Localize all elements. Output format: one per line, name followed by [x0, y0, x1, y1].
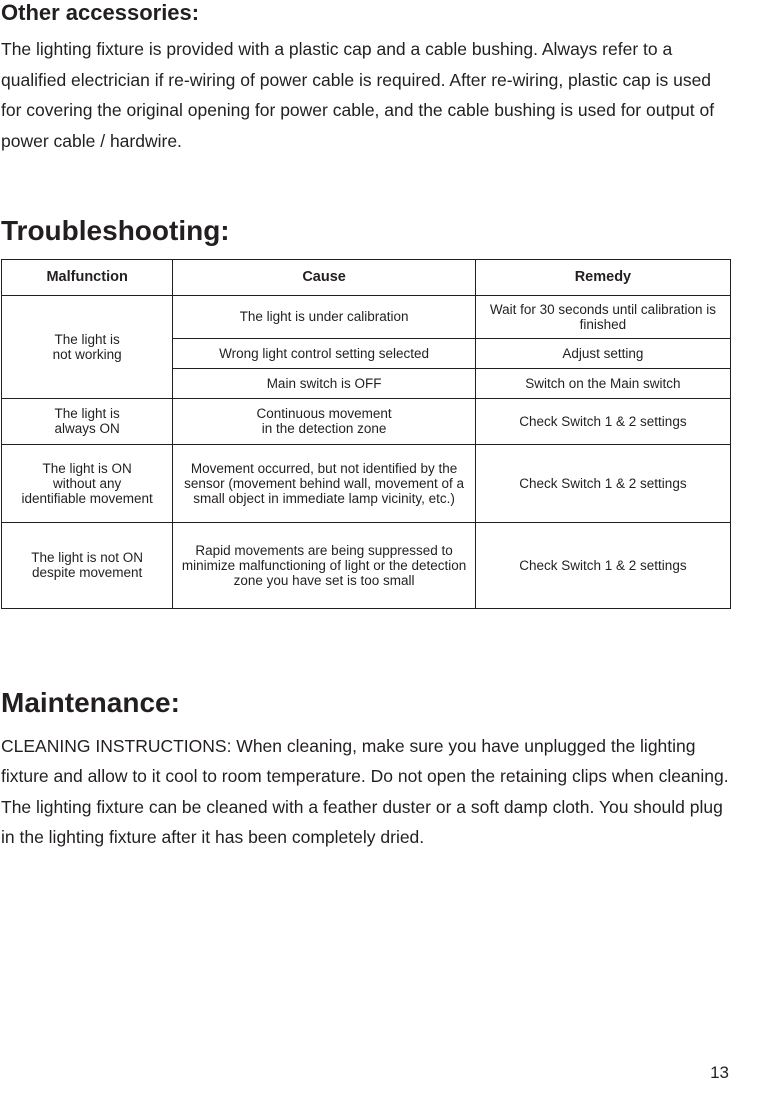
cause-cell: Movement occurred, but not identified by…: [173, 444, 476, 522]
malfunction-cell: The light is ONwithout anyidentifiable m…: [2, 444, 173, 522]
malfunction-cell: The light is not ONdespite movement: [2, 522, 173, 608]
troubleshooting-section: Troubleshooting: Malfunction Cause Remed…: [0, 215, 731, 609]
cause-cell: Continuous movementin the detection zone: [173, 398, 476, 444]
cause-cell: Wrong light control setting selected: [173, 338, 476, 368]
table-row: The light is not ONdespite movement Rapi…: [2, 522, 731, 608]
remedy-cell: Wait for 30 seconds until calibration is…: [475, 295, 730, 338]
cause-cell: Rapid movements are being suppressed to …: [173, 522, 476, 608]
accessories-heading: Other accessories:: [1, 0, 731, 26]
table-row: The light isnot working The light is und…: [2, 295, 731, 338]
remedy-cell: Check Switch 1 & 2 settings: [475, 522, 730, 608]
remedy-cell: Adjust setting: [475, 338, 730, 368]
troubleshooting-heading: Troubleshooting:: [1, 215, 731, 247]
cause-cell: The light is under calibration: [173, 295, 476, 338]
remedy-cell: Switch on the Main switch: [475, 368, 730, 398]
table-header-remedy: Remedy: [475, 259, 730, 295]
page-number: 13: [710, 1063, 729, 1083]
malfunction-cell: The light isalways ON: [2, 398, 173, 444]
maintenance-section: Maintenance: CLEANING INSTRUCTIONS: When…: [0, 687, 731, 854]
accessories-body: The lighting fixture is provided with a …: [1, 34, 731, 157]
malfunction-cell: The light isnot working: [2, 295, 173, 398]
table-row: The light is ONwithout anyidentifiable m…: [2, 444, 731, 522]
table-header-malfunction: Malfunction: [2, 259, 173, 295]
table-row: The light isalways ON Continuous movemen…: [2, 398, 731, 444]
troubleshooting-table: Malfunction Cause Remedy The light isnot…: [1, 259, 731, 609]
accessories-section: Other accessories: The lighting fixture …: [0, 0, 731, 157]
maintenance-body: CLEANING INSTRUCTIONS: When cleaning, ma…: [1, 731, 731, 854]
remedy-cell: Check Switch 1 & 2 settings: [475, 444, 730, 522]
cause-cell: Main switch is OFF: [173, 368, 476, 398]
table-header-cause: Cause: [173, 259, 476, 295]
remedy-cell: Check Switch 1 & 2 settings: [475, 398, 730, 444]
maintenance-heading: Maintenance:: [1, 687, 731, 719]
